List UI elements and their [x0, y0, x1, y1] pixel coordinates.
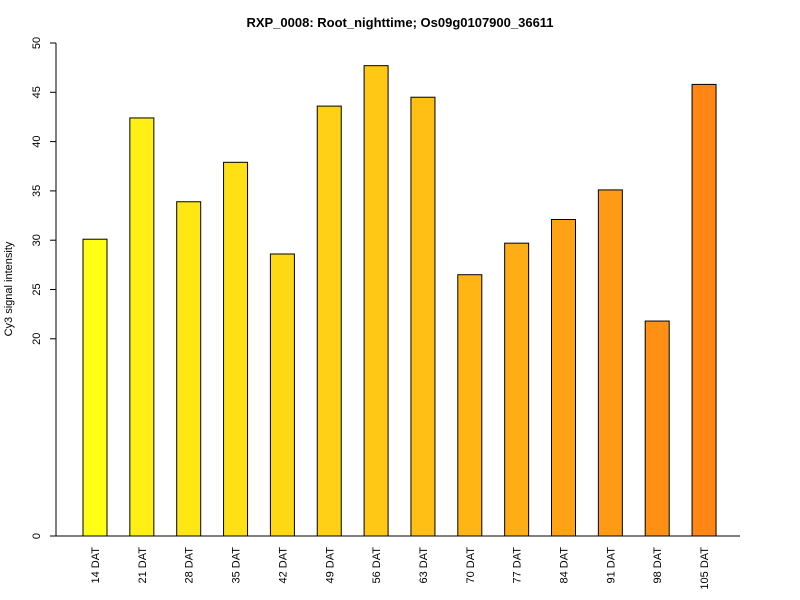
bar-14-dat	[82, 238, 108, 537]
bar-98-dat	[644, 320, 670, 537]
x-tick-label: 21 DAT	[137, 547, 149, 584]
y-axis-ticks: 0 20 25 30 35 40 45 50	[31, 37, 56, 539]
y-tick-label: 35	[31, 185, 43, 197]
bar-77-dat	[504, 242, 530, 537]
x-tick-label: 91 DAT	[605, 547, 617, 584]
bar-91-dat	[597, 189, 623, 537]
y-tick-label: 20	[31, 333, 43, 345]
x-tick-label: 14 DAT	[90, 547, 102, 584]
x-tick-label: 105 DAT	[699, 547, 711, 590]
bar-35-dat	[223, 161, 249, 537]
x-axis-labels: 14 DAT 21 DAT 28 DAT 35 DAT 42 DAT 49 DAT 56 D…	[90, 547, 711, 590]
x-tick-label: 63 DAT	[418, 547, 430, 584]
bar-28-dat	[176, 201, 202, 537]
x-tick-label: 28 DAT	[184, 547, 196, 584]
bars	[82, 65, 717, 537]
y-tick-label: 50	[31, 37, 43, 49]
y-tick-label: 0	[31, 533, 43, 539]
x-tick-label: 98 DAT	[652, 547, 664, 584]
chart-title: RXP_0008: Root_nighttime; Os09g0107900_3…	[246, 15, 553, 30]
bar-42-dat	[269, 253, 295, 537]
y-tick-label: 45	[31, 86, 43, 98]
x-tick-label: 49 DAT	[324, 547, 336, 584]
x-tick-label: 84 DAT	[559, 547, 571, 584]
x-tick-label: 77 DAT	[512, 547, 524, 584]
y-tick-label: 25	[31, 283, 43, 295]
x-tick-label: 70 DAT	[465, 547, 477, 584]
y-tick-label: 30	[31, 234, 43, 246]
bar-21-dat	[129, 117, 155, 537]
bar-56-dat	[363, 65, 389, 537]
bar-63-dat	[410, 96, 436, 537]
x-tick-label: 56 DAT	[371, 547, 383, 584]
bar-84-dat	[551, 218, 576, 537]
bar-105-dat	[691, 83, 717, 537]
bar-49-dat	[316, 105, 342, 537]
y-tick-label: 40	[31, 135, 43, 147]
bar-70-dat	[457, 274, 483, 537]
x-tick-label: 35 DAT	[231, 547, 243, 584]
y-axis-label: Cy3 signal intensity	[3, 241, 15, 336]
x-tick-label: 42 DAT	[277, 547, 289, 584]
